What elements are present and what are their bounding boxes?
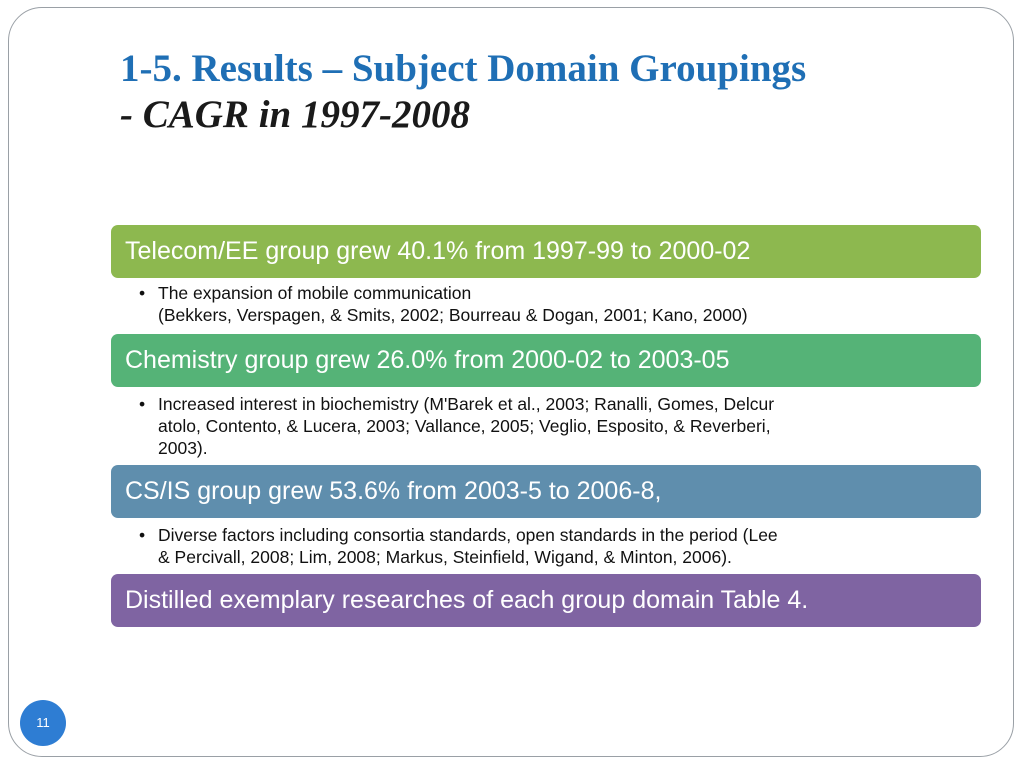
section-heading-chemistry: Chemistry group grew 26.0% from 2000-02 …	[111, 334, 981, 387]
bullet-line: atolo, Contento, & Lucera, 2003; Vallanc…	[158, 416, 771, 436]
bullet-line: (Bekkers, Verspagen, & Smits, 2002; Bour…	[158, 305, 748, 325]
bullet-line: Increased interest in biochemistry (M'Ba…	[158, 394, 775, 414]
bullet-line: Diverse factors including consortia stan…	[158, 525, 778, 545]
bullet-chemistry: • Increased interest in biochemistry (M'…	[139, 393, 969, 459]
bullet-dot-icon: •	[139, 394, 146, 414]
bullet-dot-icon: •	[139, 525, 146, 545]
section-heading-csis: CS/IS group grew 53.6% from 2003-5 to 20…	[111, 465, 981, 518]
slide-frame: 1-5. Results – Subject Domain Groupings …	[8, 7, 1014, 757]
slide-subtitle: - CAGR in 1997-2008	[120, 93, 470, 136]
slide-title: 1-5. Results – Subject Domain Groupings	[120, 47, 807, 90]
bullet-line: & Percivall, 2008; Lim, 2008; Markus, St…	[158, 547, 732, 567]
bullet-telecom: • The expansion of mobile communication …	[139, 282, 969, 326]
bullet-line: The expansion of mobile communication	[158, 283, 472, 303]
title-block: 1-5. Results – Subject Domain Groupings …	[120, 46, 806, 138]
bullet-csis: • Diverse factors including consortia st…	[139, 524, 969, 568]
section-heading-distilled: Distilled exemplary researches of each g…	[111, 574, 981, 627]
bullet-dot-icon: •	[139, 283, 146, 303]
page-number-badge: 11	[20, 700, 66, 746]
bullet-line: 2003).	[158, 438, 208, 458]
section-heading-telecom: Telecom/EE group grew 40.1% from 1997-99…	[111, 225, 981, 278]
